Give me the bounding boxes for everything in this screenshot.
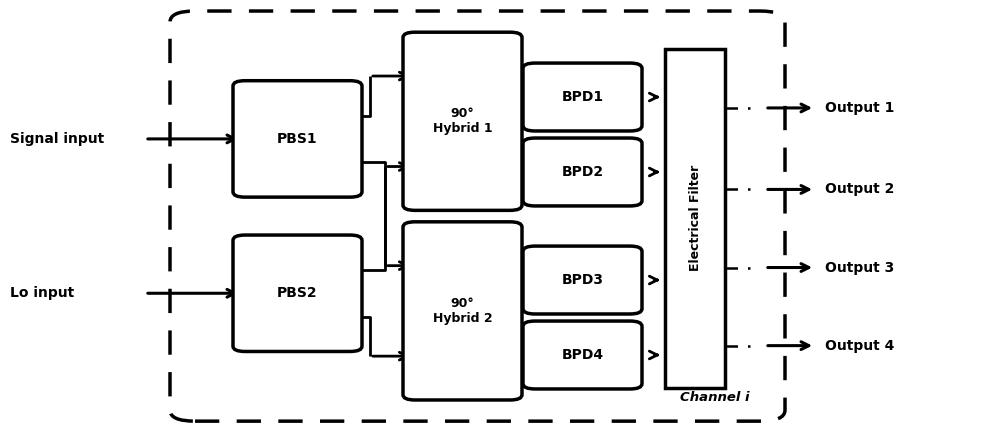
Text: 90°
Hybrid 2: 90° Hybrid 2: [433, 297, 492, 325]
Text: Output 4: Output 4: [825, 339, 894, 353]
Text: Electrical Filter: Electrical Filter: [689, 165, 702, 271]
FancyBboxPatch shape: [523, 138, 642, 206]
FancyBboxPatch shape: [523, 246, 642, 314]
FancyBboxPatch shape: [233, 81, 362, 197]
FancyBboxPatch shape: [523, 321, 642, 389]
Text: PBS2: PBS2: [277, 286, 318, 300]
FancyBboxPatch shape: [403, 222, 522, 400]
Text: BPD3: BPD3: [562, 273, 604, 287]
Text: Channel i: Channel i: [680, 391, 750, 404]
FancyBboxPatch shape: [233, 235, 362, 351]
Text: Signal input: Signal input: [10, 132, 104, 146]
Text: BPD1: BPD1: [561, 90, 604, 104]
FancyBboxPatch shape: [403, 32, 522, 210]
Text: Output 1: Output 1: [825, 101, 894, 115]
Text: BPD4: BPD4: [561, 348, 604, 362]
Text: PBS1: PBS1: [277, 132, 318, 146]
FancyBboxPatch shape: [523, 63, 642, 131]
FancyBboxPatch shape: [170, 11, 785, 421]
Text: Output 3: Output 3: [825, 261, 894, 275]
Bar: [665, 49, 725, 388]
Text: BPD2: BPD2: [561, 165, 604, 179]
Text: 90°
Hybrid 1: 90° Hybrid 1: [433, 107, 492, 135]
Text: Lo input: Lo input: [10, 286, 74, 300]
Text: Output 2: Output 2: [825, 183, 894, 196]
